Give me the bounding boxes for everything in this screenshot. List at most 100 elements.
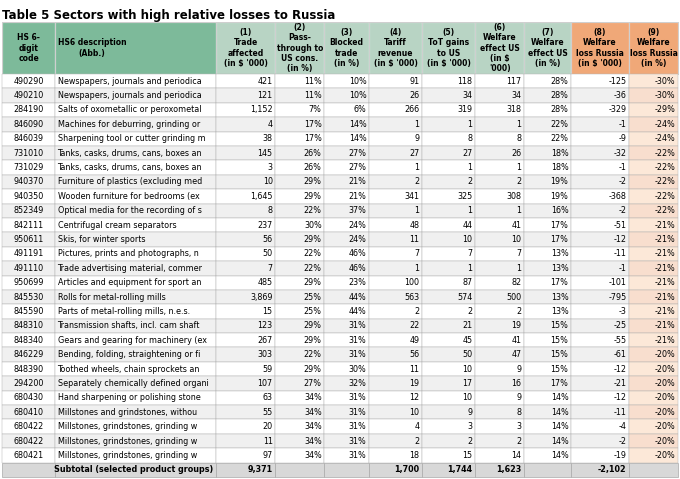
- Text: 28%: 28%: [551, 77, 568, 86]
- Text: 1: 1: [517, 120, 522, 129]
- Bar: [324, 232, 369, 247]
- Bar: [2, 247, 55, 261]
- Text: -21%: -21%: [655, 264, 675, 273]
- Bar: [369, 218, 422, 232]
- Text: 22%: 22%: [550, 134, 568, 143]
- Bar: [571, 132, 629, 146]
- Bar: [475, 22, 524, 74]
- Text: -2: -2: [619, 177, 626, 186]
- Text: 319: 319: [458, 105, 473, 114]
- Bar: [524, 204, 571, 218]
- Text: 45: 45: [462, 336, 473, 345]
- Bar: [475, 362, 524, 376]
- Bar: [55, 261, 216, 275]
- Text: 848390: 848390: [14, 365, 44, 374]
- Bar: [324, 218, 369, 232]
- Bar: [275, 247, 324, 261]
- Text: 852349: 852349: [14, 206, 44, 215]
- Bar: [216, 347, 275, 362]
- Text: 2: 2: [467, 436, 473, 445]
- Bar: [524, 405, 571, 420]
- Bar: [275, 22, 324, 74]
- Bar: [216, 218, 275, 232]
- Bar: [55, 463, 216, 477]
- Text: 47: 47: [511, 350, 522, 359]
- Bar: [216, 405, 275, 420]
- Bar: [2, 232, 55, 247]
- Bar: [55, 89, 216, 103]
- Text: 485: 485: [258, 278, 273, 287]
- Text: 12: 12: [409, 393, 420, 402]
- Bar: [475, 189, 524, 204]
- Bar: [524, 74, 571, 89]
- Bar: [524, 22, 571, 74]
- Bar: [475, 448, 524, 463]
- Text: -36: -36: [613, 91, 626, 100]
- Bar: [2, 362, 55, 376]
- Text: -29%: -29%: [655, 105, 675, 114]
- Bar: [369, 103, 422, 117]
- Text: 31%: 31%: [349, 336, 367, 345]
- Text: 13%: 13%: [551, 250, 568, 258]
- Bar: [475, 89, 524, 103]
- Bar: [571, 103, 629, 117]
- Text: Subtotal (selected product groups): Subtotal (selected product groups): [54, 465, 214, 474]
- Text: Sharpening tool or cutter grinding m: Sharpening tool or cutter grinding m: [58, 134, 205, 143]
- Text: -3: -3: [619, 307, 626, 316]
- Bar: [629, 319, 678, 333]
- Text: 31%: 31%: [349, 408, 367, 417]
- Bar: [369, 376, 422, 391]
- Text: 22%: 22%: [550, 120, 568, 129]
- Bar: [275, 103, 324, 117]
- Bar: [216, 420, 275, 434]
- Bar: [369, 347, 422, 362]
- Text: 2: 2: [467, 177, 473, 186]
- Text: Pictures, prints and photographs, n: Pictures, prints and photographs, n: [58, 250, 199, 258]
- Bar: [475, 319, 524, 333]
- Text: 10%: 10%: [349, 77, 367, 86]
- Text: 17%: 17%: [551, 235, 568, 244]
- Bar: [524, 434, 571, 448]
- Text: Millstones, grindstones, grinding w: Millstones, grindstones, grinding w: [58, 422, 197, 431]
- Bar: [369, 448, 422, 463]
- Bar: [629, 204, 678, 218]
- Bar: [2, 347, 55, 362]
- Text: 20: 20: [262, 422, 273, 431]
- Bar: [571, 117, 629, 132]
- Text: 28%: 28%: [551, 105, 568, 114]
- Bar: [475, 275, 524, 290]
- Bar: [2, 89, 55, 103]
- Text: Millstones and grindstones, withou: Millstones and grindstones, withou: [58, 408, 197, 417]
- Text: 29%: 29%: [304, 192, 322, 201]
- Text: -21%: -21%: [655, 307, 675, 316]
- Bar: [2, 304, 55, 319]
- Bar: [55, 247, 216, 261]
- Text: 29%: 29%: [304, 365, 322, 374]
- Bar: [369, 204, 422, 218]
- Bar: [216, 391, 275, 405]
- Text: 13%: 13%: [551, 293, 568, 302]
- Text: 294200: 294200: [14, 379, 44, 388]
- Text: 14%: 14%: [349, 120, 367, 129]
- Bar: [2, 146, 55, 160]
- Bar: [216, 319, 275, 333]
- Bar: [324, 275, 369, 290]
- Text: 97: 97: [262, 451, 273, 460]
- Text: 9: 9: [467, 408, 473, 417]
- Text: 491191: 491191: [14, 250, 44, 258]
- Text: 14%: 14%: [551, 408, 568, 417]
- Bar: [422, 218, 475, 232]
- Text: 9: 9: [516, 393, 522, 402]
- Text: 26%: 26%: [304, 148, 322, 158]
- Text: 82: 82: [511, 278, 522, 287]
- Text: Table 5 Sectors with high relative losses to Russia: Table 5 Sectors with high relative losse…: [2, 9, 335, 22]
- Bar: [216, 146, 275, 160]
- Bar: [324, 247, 369, 261]
- Bar: [629, 247, 678, 261]
- Text: Centrifugal cream separators: Centrifugal cream separators: [58, 221, 176, 229]
- Bar: [475, 117, 524, 132]
- Text: 4: 4: [268, 120, 273, 129]
- Bar: [475, 160, 524, 175]
- Text: 680422: 680422: [14, 436, 44, 445]
- Bar: [369, 132, 422, 146]
